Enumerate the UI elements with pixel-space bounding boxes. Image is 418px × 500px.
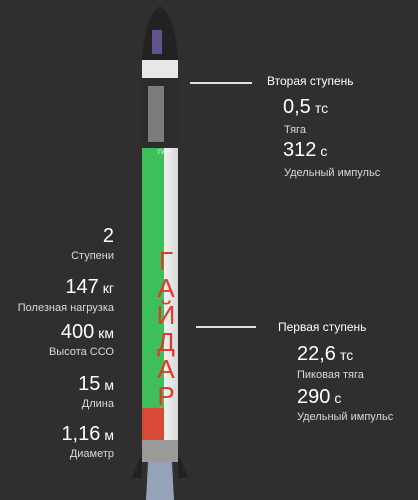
rocket-svg: [132, 6, 188, 500]
first-stage-leader: [196, 326, 256, 328]
green-stripe: [142, 148, 164, 410]
spec-altitude-value: 400 км: [61, 321, 114, 344]
spec-diameter-unit: м: [104, 427, 114, 443]
second-stage-impulse-unit: с: [320, 143, 328, 159]
second-stage-thrust-label: Тяга: [284, 124, 306, 136]
spec-length-label: Длина: [81, 398, 114, 410]
second-stage-leader: [190, 82, 252, 84]
fin-right: [178, 452, 188, 478]
rocket-name-letter: А: [157, 354, 175, 384]
spec-stages-label: Ступени: [71, 250, 114, 262]
rocket-logo-text: ГИН: [158, 150, 170, 156]
first-stage-thrust-value: 22,6 тс: [297, 343, 353, 366]
spec-payload-number: 147: [65, 276, 99, 298]
exhaust-plume: [146, 462, 174, 500]
rocket-name-letter: Д: [157, 327, 175, 357]
payload-window: [152, 30, 162, 54]
first-stage-thrust-number: 22,6: [297, 343, 336, 365]
spec-diameter-value: 1,16 м: [61, 423, 114, 446]
second-stage-thrust-number: 0,5: [283, 96, 311, 118]
spec-altitude-number: 400: [60, 321, 95, 343]
first-stage-impulse-number: 290: [297, 386, 331, 408]
first-stage-thrust-unit: тс: [339, 347, 354, 363]
second-stage-thrust-unit: тс: [314, 100, 329, 116]
spec-altitude-label: Высота ССО: [48, 346, 114, 358]
spec-stages-value: 2: [103, 225, 114, 248]
spec-altitude-unit: км: [98, 325, 114, 341]
first-stage-impulse-label: Удельный импульс: [297, 411, 394, 423]
spec-payload-unit: кг: [102, 280, 114, 296]
second-stage-impulse-label: Удельный импульс: [284, 167, 381, 179]
spec-length-number: 15: [78, 373, 101, 395]
rocket-name-letter: Й: [156, 300, 176, 330]
rocket-illustration: ГИН: [130, 0, 190, 500]
first-stage-thrust-label: Пиковая тяга: [297, 369, 364, 381]
first-stage-impulse-value: 290 с: [297, 386, 341, 409]
second-stage-thrust-value: 0,5 тс: [283, 96, 328, 119]
spec-diameter-number: 1,16: [61, 423, 101, 445]
second-stage-impulse-value: 312 с: [283, 139, 327, 162]
upper-stage-engine: [148, 86, 164, 142]
rocket-name-letter: Р: [157, 381, 175, 411]
rocket-name-letter: Г: [158, 246, 174, 276]
fin-left: [132, 452, 142, 478]
engine-bay: [142, 440, 178, 462]
rocket-name-vertical: Г А Й Д А Р: [152, 248, 180, 410]
rocket-name-letter: А: [157, 273, 175, 303]
upper-band: [142, 60, 178, 78]
first-stage-title: Первая ступень: [278, 320, 367, 334]
spec-payload-label: Полезная нагрузка: [17, 302, 114, 314]
spec-stages-number: 2: [102, 225, 114, 247]
second-stage-impulse-number: 312: [283, 139, 317, 161]
first-stage-impulse-unit: с: [334, 390, 342, 406]
second-stage-title: Вторая ступень: [267, 74, 354, 88]
spec-payload-value: 147 кг: [65, 276, 114, 299]
spec-length-unit: м: [104, 377, 114, 393]
spec-length-value: 15 м: [78, 373, 114, 396]
spec-diameter-label: Диаметр: [69, 448, 114, 460]
